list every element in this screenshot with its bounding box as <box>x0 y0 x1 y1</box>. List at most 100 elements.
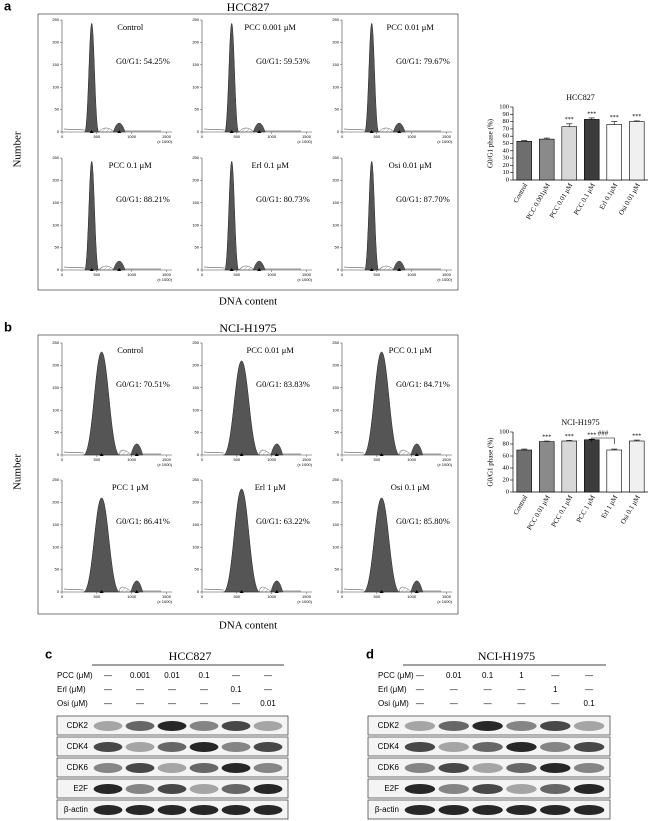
hist-marker <box>117 268 122 271</box>
significance: *** <box>632 433 641 439</box>
hist-y-tick-label: 0 <box>57 452 60 457</box>
hist-x-tick-label: 1000 <box>407 457 417 462</box>
hist-x-tick-label: 1500 <box>162 457 172 462</box>
hist-x-tick-label: 0 <box>341 594 344 599</box>
y-tick-label: 50 <box>503 140 510 147</box>
protein-label: β-actin <box>64 805 88 814</box>
chart-title: HCC827 <box>566 93 594 102</box>
hist-label: PCC 0.1 μM <box>109 160 152 170</box>
hist-g1-peak <box>223 360 260 456</box>
blot-band <box>189 805 219 815</box>
blot-band <box>438 742 469 752</box>
hist-marker <box>134 453 139 456</box>
hist-marker <box>379 453 384 456</box>
hist-x-unit: (x 1000) <box>297 599 312 604</box>
hist-label: Control <box>117 345 144 355</box>
error-bar <box>633 120 640 122</box>
hist-g2-peak <box>130 580 144 593</box>
hist-axes <box>201 20 312 133</box>
hist-x-unit: (x 1000) <box>157 277 172 282</box>
blot-band <box>93 742 123 752</box>
hist-x-tick-label: 500 <box>233 134 240 139</box>
bar <box>561 126 577 181</box>
hist-y-tick-label: 100 <box>192 544 199 549</box>
treatment-label: PCC (μM) <box>57 671 93 680</box>
hist-g2-peak <box>270 580 284 593</box>
hist-marker <box>229 130 234 133</box>
hist-x-tick-label: 1500 <box>162 272 172 277</box>
blot-band <box>506 784 537 794</box>
blot-band <box>438 721 469 731</box>
hist-g1-peak <box>363 351 400 456</box>
blot-band <box>189 784 219 794</box>
chart-y-label: G0/G1 phase (%) <box>487 118 495 168</box>
y-tick-label: 0 <box>506 488 509 495</box>
hist-y-tick-label: 100 <box>52 407 59 412</box>
hist-x-tick-label: 1000 <box>127 457 137 462</box>
blot-band <box>253 721 283 731</box>
hist-axes <box>61 480 172 593</box>
hist-y-tick-label: 150 <box>192 385 199 390</box>
protein-label: E2F <box>384 784 399 793</box>
hist-g2-peak <box>410 580 424 593</box>
hist-y-tick-label: 150 <box>52 62 59 67</box>
hist-trace <box>203 128 301 132</box>
hist-marker <box>369 130 374 133</box>
hist-axes <box>341 343 452 456</box>
hist-x-tick-label: 1500 <box>442 457 452 462</box>
treatment-cell: — <box>585 685 593 694</box>
chart-y-label: G0/G1 phase (%) <box>487 437 495 487</box>
y-tick-label: 10 <box>503 169 510 176</box>
chart-title: NCI-H1975 <box>561 418 599 427</box>
hist-y-tick-label: 250 <box>52 17 59 22</box>
x-tick-label: Erl 1 μM <box>600 493 620 520</box>
hist-x-tick-label: 0 <box>341 457 344 462</box>
y-tick-label: 0 <box>506 176 509 183</box>
hist-trace <box>203 266 301 270</box>
hist-label: Erl 0.1 μM <box>252 160 290 170</box>
hist-y-tick-label: 100 <box>332 544 339 549</box>
treatment-cell: — <box>450 685 458 694</box>
x-tick-label: Erl 0.1μM <box>598 181 620 211</box>
hist-s-phase <box>98 265 115 271</box>
hist-y-tick-label: 200 <box>52 177 59 182</box>
hist-x-tick-label: 0 <box>341 272 344 277</box>
x-axis-label: DNA content <box>219 296 277 308</box>
hist-y-tick-label: 50 <box>335 245 340 250</box>
hist-x-unit: (x 1000) <box>157 462 172 467</box>
hist-y-tick-label: 250 <box>332 155 339 160</box>
protein-label: E2F <box>73 784 88 793</box>
hist-y-tick-label: 150 <box>332 62 339 67</box>
hist-x-tick-label: 0 <box>61 457 64 462</box>
blot-band <box>472 805 503 815</box>
hist-x-tick-label: 0 <box>61 272 64 277</box>
hist-x-tick-label: 500 <box>93 594 100 599</box>
blot-band <box>125 784 155 794</box>
hist-y-tick-label: 50 <box>335 107 340 112</box>
blot-band <box>506 721 537 731</box>
hist-y-tick-label: 0 <box>337 267 340 272</box>
blot-band <box>189 763 219 773</box>
chart-axes <box>512 432 648 493</box>
hist-marker <box>274 453 279 456</box>
y-axis-label: Number <box>12 454 24 490</box>
hist-y-tick-label: 50 <box>335 567 340 572</box>
hist-y-tick-label: 100 <box>52 84 59 89</box>
hist-x-tick-label: 0 <box>61 134 64 139</box>
error-bar <box>543 440 550 442</box>
hist-x-tick-label: 1000 <box>127 134 137 139</box>
significance: *** <box>632 114 641 120</box>
hist-s-phase <box>238 127 255 133</box>
treatment-cell: 0.01 <box>260 699 276 708</box>
hist-x-unit: (x 1000) <box>437 139 452 144</box>
hist-x-tick-label: 500 <box>233 594 240 599</box>
hist-y-tick-label: 0 <box>197 267 200 272</box>
hist-y-tick-label: 100 <box>192 407 199 412</box>
blot-band <box>253 784 283 794</box>
hist-marker <box>239 453 244 456</box>
hist-g0g1: G0/G1: 79.67% <box>396 56 450 66</box>
treatment-cell: — <box>450 699 458 708</box>
hist-y-tick-label: 0 <box>337 129 340 134</box>
blot-band <box>540 784 571 794</box>
